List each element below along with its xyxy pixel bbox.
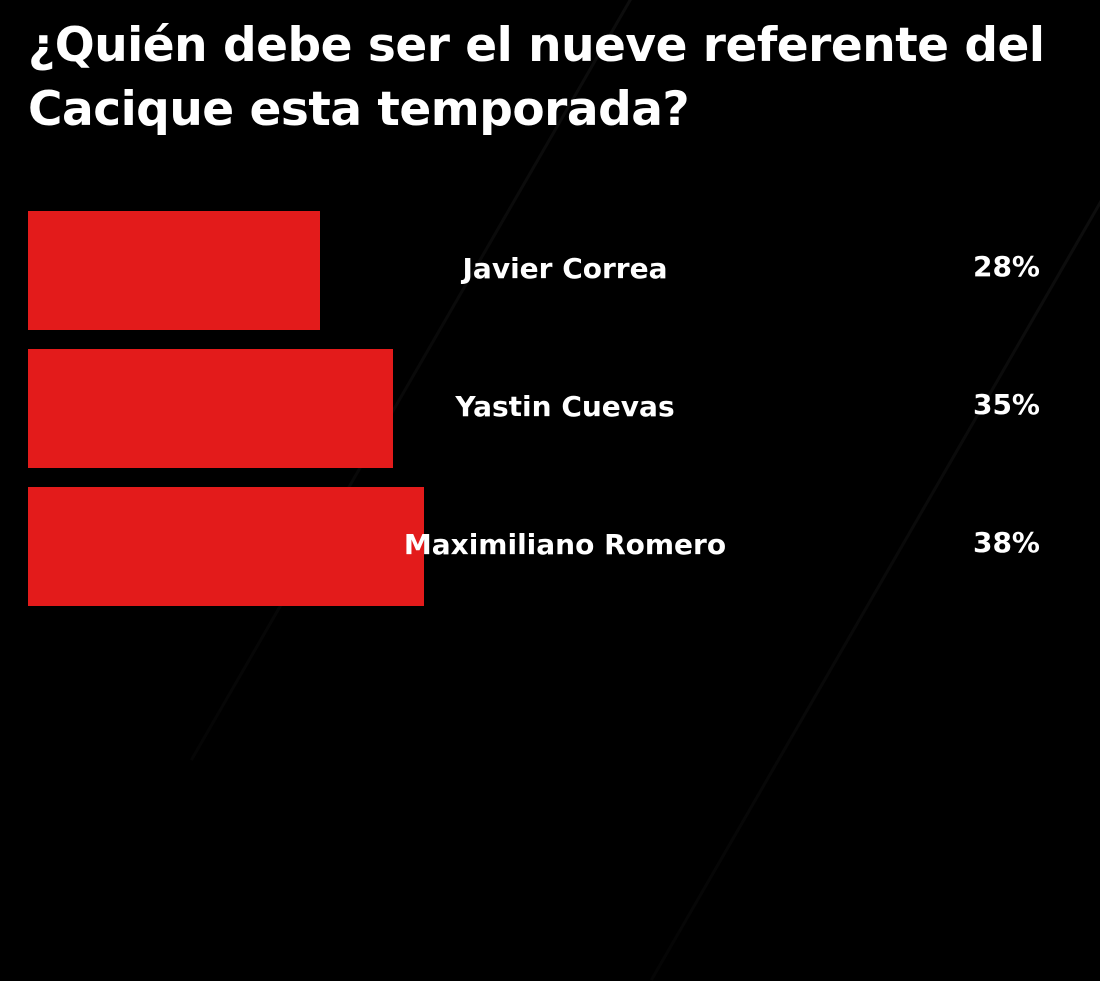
- category-label: Javier Correa: [462, 252, 668, 285]
- category-label: Yastin Cuevas: [455, 390, 675, 423]
- bar: [28, 349, 394, 468]
- bar: [28, 211, 321, 330]
- bar-chart: Javier Correa 28% Yastin Cuevas 35% Maximili…: [28, 211, 1040, 606]
- chart-title: ¿Quién debe ser el nueve referente del C…: [28, 18, 1045, 137]
- value-label: 35%: [972, 388, 1040, 421]
- category-label: Maximiliano Romero: [403, 528, 727, 561]
- bar: [28, 487, 425, 606]
- value-label: 38%: [972, 526, 1040, 559]
- value-label: 28%: [972, 250, 1040, 283]
